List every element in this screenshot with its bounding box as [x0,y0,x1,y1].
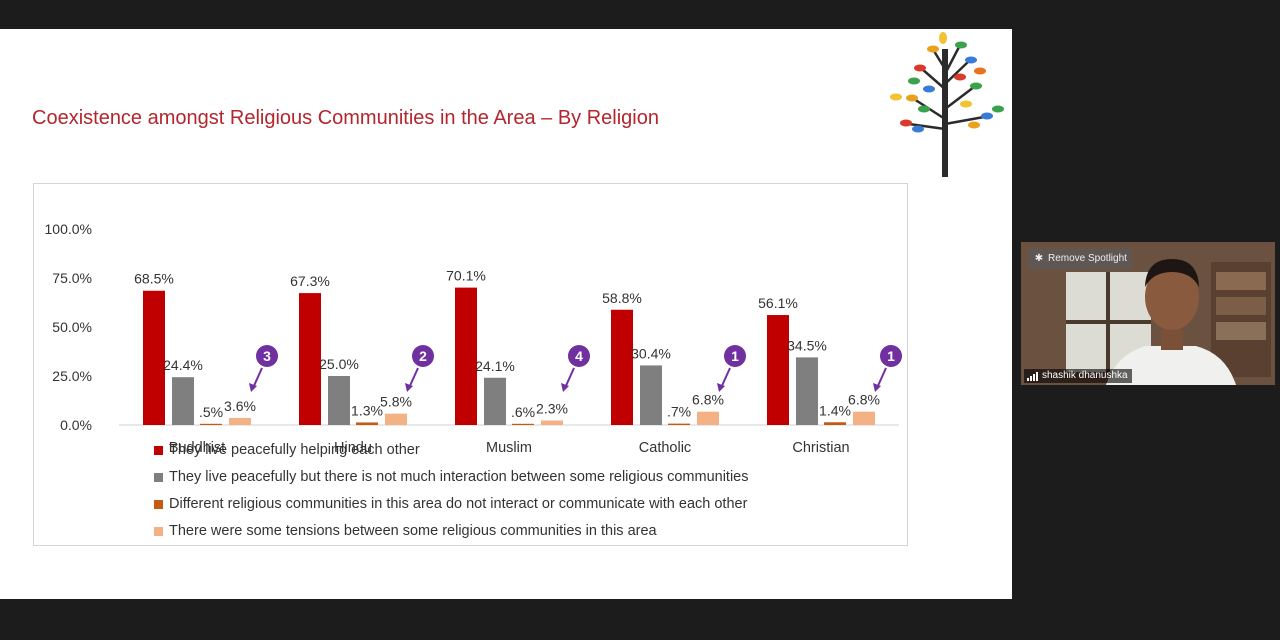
legend-label: There were some tensions between some re… [169,523,657,539]
bar [385,413,407,425]
annotation-badge [412,345,434,367]
legend-label: Different religious communities in this … [169,496,748,512]
legend-swatch [154,473,163,482]
bar [853,411,875,425]
data-label: 24.4% [163,357,203,373]
x-tick-label: Christian [792,440,849,456]
annotation-arrowhead [561,383,569,392]
data-label: .6% [511,404,535,420]
annotation-arrow [720,367,731,389]
data-label: 6.8% [692,392,724,408]
bar [796,357,818,425]
data-label: 25.0% [319,356,359,372]
annotation-arrowhead [717,383,725,392]
bar [172,377,194,425]
legend-label: They live peacefully but there is not mu… [169,469,749,485]
bar [229,417,251,425]
annotation-number: 1 [887,348,895,364]
video-feed [1021,242,1275,385]
annotation-arrowhead [873,383,881,392]
annotation-arrow [564,367,575,389]
tree-logo-icon [890,32,1004,177]
data-label: 56.1% [758,295,798,311]
participant-name: shashik dhanushka [1042,370,1128,381]
annotation-number: 2 [419,348,427,364]
remove-spotlight-button[interactable]: ✱ Remove Spotlight [1028,249,1132,269]
annotation-badge [724,345,746,367]
annotation-arrow [408,367,419,389]
data-label: 6.8% [848,392,880,408]
bar-chart: 0.0%25.0%50.0%75.0%100.0%Buddhist68.5%24… [45,221,902,456]
bar [356,422,378,425]
x-tick-label: Hindu [334,440,372,456]
y-tick-label: 50.0% [52,319,92,335]
bar [611,309,633,425]
annotation-number: 1 [731,348,739,364]
bar [484,377,506,425]
bar [328,376,350,425]
x-tick-label: Muslim [486,440,532,456]
annotation-arrow [876,367,887,389]
signal-strength-icon [1027,372,1038,381]
pin-icon: ✱ [1034,253,1044,264]
bar [143,290,165,425]
data-label: 3.6% [224,398,256,414]
bar [512,423,534,425]
annotation-number: 3 [263,348,271,364]
data-label: 68.5% [134,271,174,287]
annotation-number: 4 [575,348,583,364]
x-tick-label: Buddhist [169,440,225,456]
annotation-arrow [252,367,263,389]
data-label: 67.3% [290,273,330,289]
legend-swatch [154,527,163,536]
y-tick-label: 75.0% [52,270,92,286]
data-label: 70.1% [446,268,486,284]
chart-panel: 0.0% 25.0% 50.0% 75.0% 100.0% Buddhist 68.5% 24… [33,183,908,546]
data-label: 1.4% [819,402,851,418]
data-label: 2.3% [536,400,568,416]
annotation-badge [256,345,278,367]
participant-name-tag: shashik dhanushka [1024,369,1132,383]
bar [668,423,690,425]
data-label: .7% [667,404,691,420]
bar [455,287,477,425]
participant-video-tile[interactable]: ✱ Remove Spotlight shashik dhanushka [1021,242,1275,385]
legend-label: They live peacefully helping each other [169,442,420,458]
bar [200,423,222,425]
data-label: 30.4% [631,345,671,361]
y-tick-label: 0.0% [60,417,92,433]
data-label: 5.8% [380,394,412,410]
data-label: 58.8% [602,290,642,306]
annotation-arrowhead [405,383,413,392]
annotation-badge [880,345,902,367]
bar [767,315,789,425]
bar [640,365,662,425]
legend-swatch [154,446,163,455]
annotation-badge [568,345,590,367]
presentation-slide: Coexistence amongst Religious Communitie… [0,29,1012,599]
y-tick-label: 25.0% [52,368,92,384]
legend-swatch [154,500,163,509]
data-label: 1.3% [351,402,383,418]
slide-title: Coexistence amongst Religious Communitie… [32,107,659,129]
bar [541,420,563,425]
data-label: 24.1% [475,358,515,374]
bar [299,293,321,425]
data-label: .5% [199,404,223,420]
bar [824,422,846,425]
bar [697,411,719,425]
annotation-arrowhead [249,383,257,392]
data-label: 34.5% [787,337,827,353]
y-tick-label: 100.0% [45,221,92,237]
x-tick-label: Catholic [639,440,691,456]
